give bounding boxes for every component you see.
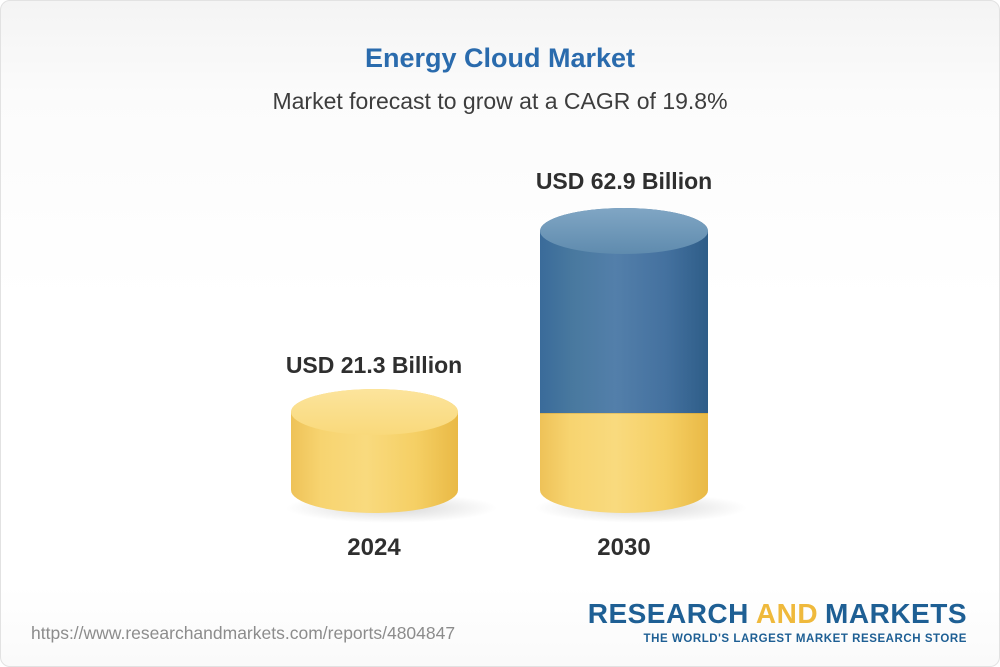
bar-2024-cylinder <box>285 389 498 523</box>
logo-word-markets: MARKETS <box>825 598 967 629</box>
logo-tagline: THE WORLD'S LARGEST MARKET RESEARCH STOR… <box>643 633 967 645</box>
axis-label-2024: 2024 <box>347 534 401 561</box>
bar-2030-base-segment <box>540 413 708 513</box>
report-url-link[interactable]: https://www.researchandmarkets.com/repor… <box>31 623 456 643</box>
bar-2030-cylinder <box>534 208 748 523</box>
logo-wordmark: RESEARCH AND MARKETS <box>588 598 967 630</box>
research-and-markets-logo: RESEARCH AND MARKETS THE WORLD'S LARGEST M… <box>588 598 967 645</box>
axis-label-2030: 2030 <box>597 534 651 561</box>
value-label-2030: USD 62.9 Billion <box>535 168 713 194</box>
bar-2024-top-ellipse <box>291 389 458 435</box>
value-label-2024: USD 21.3 Billion <box>285 352 463 378</box>
logo-word-research: RESEARCH <box>587 598 749 629</box>
logo-word-and: AND <box>755 598 819 629</box>
chart-subtitle: Market forecast to grow at a CAGR of 19.… <box>272 88 728 114</box>
chart-title: Energy Cloud Market <box>364 43 636 73</box>
bar-2030-top-ellipse <box>540 208 708 254</box>
